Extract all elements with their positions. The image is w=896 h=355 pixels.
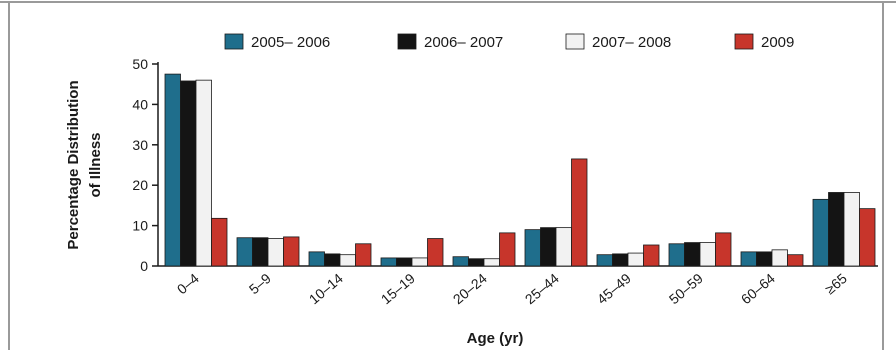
bar [380,257,397,267]
bar [236,237,253,267]
legend-swatch [397,33,417,50]
bar [180,80,197,267]
bar [812,198,829,267]
x-tick-label: 20–24 [450,270,490,307]
bar [715,232,732,267]
bar [468,258,485,267]
bar [787,254,804,267]
x-tick-label: 60–64 [738,270,778,307]
y-axis-label: Percentage Distribution of Illness [65,80,104,249]
y-axis-label-line-1: Percentage Distribution [65,80,82,249]
bar [164,73,181,267]
bar [596,254,613,267]
bar [699,242,716,267]
bar [771,249,788,267]
bar [308,251,325,267]
x-tick-labels: 0–4 5–9 10–14 15–19 20–24 25–44 45–49 50–59 60–6… [174,270,850,307]
bars [164,73,876,267]
bar [843,192,860,267]
bar [612,253,629,267]
y-tick-label: 50 [132,56,148,72]
bar [483,258,500,267]
bar [643,244,660,267]
x-tick-label: 15–19 [378,270,418,307]
x-tick-label: 0–4 [174,270,202,297]
bar [355,243,372,267]
y-tick-label: 20 [132,177,148,193]
bar [396,257,413,267]
legend-label: 2005– 2006 [251,34,330,51]
bar [427,238,444,267]
legend-swatch [565,33,585,50]
bar [195,79,212,267]
y-tick-label: 0 [140,258,148,274]
bar [740,251,757,267]
bar [252,237,269,267]
bar [756,251,773,267]
bar [684,242,701,267]
legend-swatch [734,33,754,50]
x-tick-label: 25–44 [522,270,562,307]
bar [524,229,541,267]
y-axis-label-line-2: of Illness [87,132,104,197]
bar [571,158,588,267]
bar [452,256,469,267]
bar [859,208,876,267]
x-tick-label: ≥65 [822,270,850,297]
legend-label: 2009 [761,34,794,51]
bar [627,252,644,267]
legend: 2005– 2006 2006– 2007 2007– 2008 2009 [224,33,794,51]
bar [211,217,228,267]
bar [324,253,341,267]
bar [555,227,572,267]
bar [828,192,845,267]
bar [499,232,516,267]
bar [339,254,356,267]
bar [267,238,284,267]
y-tick-label: 40 [132,96,148,112]
y-tick-label: 10 [132,218,148,234]
bar [283,236,300,267]
legend-label: 2006– 2007 [424,34,503,51]
x-tick-label: 10–14 [306,270,346,307]
bar [540,227,557,267]
x-tick-label: 50–59 [666,270,706,307]
x-tick-label: 5–9 [246,270,274,297]
legend-swatch [224,33,244,50]
bar [668,243,685,267]
bar [411,257,428,267]
x-tick-label: 45–49 [594,270,634,307]
y-tick-label: 30 [132,137,148,153]
legend-label: 2007– 2008 [592,34,671,51]
x-axis-label: Age (yr) [467,330,524,347]
